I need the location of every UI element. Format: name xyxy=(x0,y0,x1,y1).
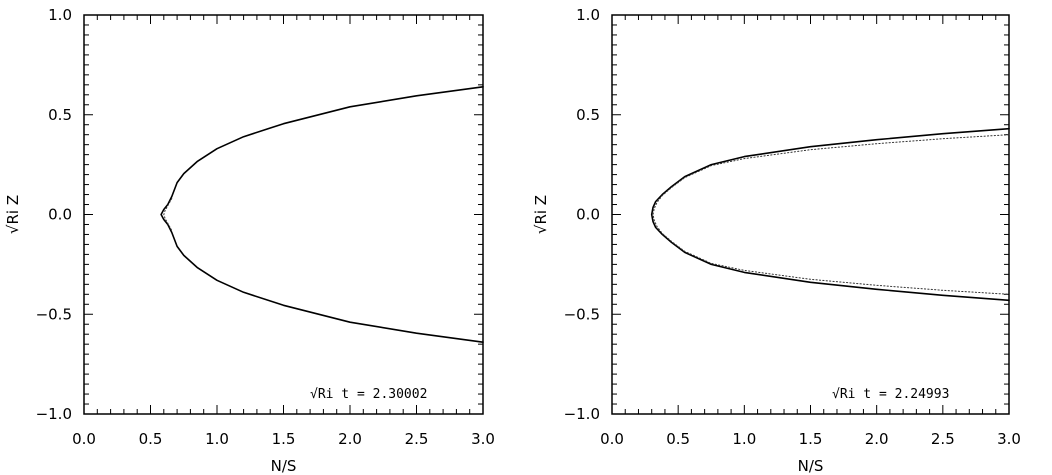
y-tick-label: 0.5 xyxy=(576,106,600,124)
x-axis-label: N/S xyxy=(798,457,824,475)
x-tick-label: 3.0 xyxy=(471,430,495,448)
x-tick-label: 1.0 xyxy=(205,430,229,448)
x-tick-label: 1.5 xyxy=(799,430,823,448)
series-solid-curve xyxy=(160,86,484,344)
y-tick-label: 0.0 xyxy=(576,206,600,224)
x-tick-label: 0.5 xyxy=(666,430,690,448)
x-tick-label: 3.0 xyxy=(997,430,1021,448)
time-annotation: √Ri t = 2.24993 xyxy=(832,387,949,402)
left-panel: 0.0 0.5 1.0 1.5 2.0 2.5 3.0 1.0 0.5 0.0 −0.5 −1.0 N/… xyxy=(4,6,495,475)
series-solid-curve xyxy=(650,127,1010,302)
y-tick-label: −0.5 xyxy=(36,305,72,323)
right-panel: 0.0 0.5 1.0 1.5 2.0 2.5 3.0 1.0 0.5 0.0 −0.5 −1.0 N/… xyxy=(532,6,1021,475)
y-tick-label: −0.5 xyxy=(564,305,600,323)
plot-frame xyxy=(611,14,1010,415)
x-tick-label: 0.0 xyxy=(600,430,624,448)
y-tick-label: −1.0 xyxy=(36,405,72,423)
x-tick-label: 2.5 xyxy=(405,430,429,448)
y-tick-label: −1.0 xyxy=(564,405,600,423)
x-tick-label: 1.5 xyxy=(272,430,296,448)
x-tick-label: 0.0 xyxy=(72,430,96,448)
y-tick-label: 0.5 xyxy=(48,106,72,124)
x-tick-label: 0.5 xyxy=(139,430,163,448)
y-axis-label: √Ri Z xyxy=(4,195,22,234)
y-tick-label: 1.0 xyxy=(48,6,72,24)
plot-frame xyxy=(83,14,484,415)
series-dotted-curve xyxy=(652,134,1010,295)
time-annotation: √Ri t = 2.30002 xyxy=(310,387,427,402)
x-tick-label: 2.5 xyxy=(931,430,955,448)
x-axis-label: N/S xyxy=(271,457,297,475)
x-tick-label: 2.0 xyxy=(338,430,362,448)
y-axis-label: √Ri Z xyxy=(532,195,550,234)
x-tick-label: 2.0 xyxy=(865,430,889,448)
y-tick-label: 1.0 xyxy=(576,6,600,24)
y-tick-label: 0.0 xyxy=(48,206,72,224)
series-dotted-curve xyxy=(163,198,173,231)
x-tick-label: 1.0 xyxy=(732,430,756,448)
